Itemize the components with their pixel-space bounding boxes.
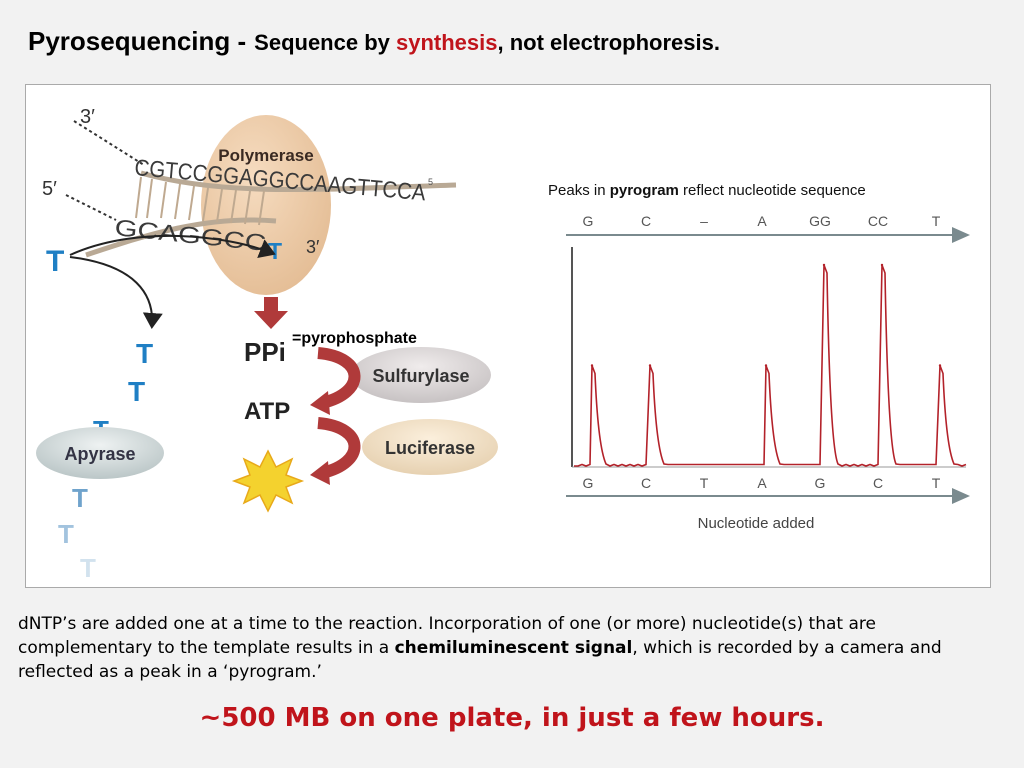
description-prefix: dNTP’s are added one at a time to the re…	[18, 614, 876, 658]
top-axis-label: CC	[868, 213, 888, 229]
sulfurylase-label: Sulfurylase	[372, 366, 469, 386]
five-prime-label: 5′	[42, 178, 57, 200]
strand-dashes-top	[73, 120, 145, 166]
unincorporated-t-2: T	[128, 376, 145, 407]
description-bold: chemiluminescent signal	[394, 638, 633, 658]
light-burst-icon	[231, 449, 305, 513]
incorporated-base: T	[268, 238, 282, 264]
degraded-t-1: T	[72, 483, 88, 513]
polymerase-label: Polymerase	[218, 146, 313, 165]
pyrogram-peak	[880, 263, 884, 267]
figure-panel: Polymerase 3′ 5′ CGTCCGGAGGCCAAGTTCCA 5 …	[25, 84, 991, 588]
three-prime-top-label: 3′	[80, 106, 95, 128]
sulfurylase-arrow	[317, 347, 361, 409]
bottom-axis-label: G	[583, 475, 594, 491]
polymerase-shape	[201, 115, 331, 295]
figure-svg: Polymerase 3′ 5′ CGTCCGGAGGCCAAGTTCCA 5 …	[36, 106, 970, 583]
top-axis-label: –	[700, 213, 708, 229]
incoming-nucleotide-group: T	[46, 234, 276, 329]
base-pair-rungs	[135, 176, 265, 226]
apyrase-shape	[36, 427, 164, 479]
incorporation-arrow	[69, 234, 276, 258]
title-sub-highlight: synthesis	[396, 30, 498, 55]
strand-dashes-bottom	[65, 194, 117, 221]
ppi-note: =pyrophosphate	[292, 330, 417, 347]
top-axis-label: GG	[809, 213, 831, 229]
pyrogram-caption-suffix: reflect nucleotide sequence	[679, 182, 866, 199]
sulfurylase-shape	[351, 347, 491, 403]
title-main: Pyrosequencing -	[28, 26, 247, 56]
luciferase-label: Luciferase	[385, 438, 475, 458]
dna-backbone-synthesized	[85, 217, 277, 258]
ppi-label: PPi	[244, 337, 286, 367]
atp-label: ATP	[244, 398, 290, 425]
pyrogram-caption: Peaks in pyrogram reflect nucleotide seq…	[548, 182, 866, 199]
template-tail-mark: 5	[428, 177, 433, 187]
apyrase-label: Apyrase	[64, 444, 135, 464]
pyrogram-caption-prefix: Peaks in	[548, 182, 610, 199]
pyrogram-line	[574, 264, 967, 467]
pyrogram-caption-bold: pyrogram	[610, 182, 679, 199]
polymerase-complex: Polymerase 3′ 5′ CGTCCGGAGGCCAAGTTCCA 5 …	[42, 106, 457, 295]
top-axis-label: A	[757, 213, 767, 229]
ppi-release-arrow	[254, 297, 288, 329]
top-axis-label: T	[932, 213, 941, 229]
luciferase-arrow	[317, 417, 361, 479]
luciferase-shape	[362, 419, 498, 475]
excess-arrow	[69, 256, 163, 329]
bottom-axis-label: T	[700, 475, 709, 491]
description-suffix: , which is recorded by a camera and refl…	[18, 638, 942, 682]
pyrogram-trace	[574, 263, 967, 467]
unincorporated-t-1: T	[136, 338, 153, 369]
degraded-t-3: T	[80, 553, 96, 583]
bottom-axis-label: T	[932, 475, 941, 491]
pyrogram-peak	[938, 364, 942, 367]
pyrogram-peak	[648, 364, 652, 367]
title-sub-suffix: , not electrophoresis.	[497, 30, 721, 55]
pyrogram-peak	[590, 364, 594, 367]
bottom-axis-label: G	[815, 475, 826, 491]
description-paragraph: dNTP’s are added one at a time to the re…	[18, 612, 1008, 684]
three-prime-bottom-label: 3′	[306, 237, 320, 257]
apyrase-enzyme: Apyrase	[36, 427, 164, 479]
bottom-axis-label: A	[757, 475, 767, 491]
tagline: ~500 MB on one plate, in just a few hour…	[199, 703, 825, 733]
incoming-nucleotide: T	[46, 245, 64, 278]
bottom-axis-label: C	[873, 475, 883, 491]
slide-title: Pyrosequencing - Sequence by synthesis, n…	[28, 26, 720, 57]
pyrogram-peak	[822, 263, 826, 267]
title-sub-prefix: Sequence by	[254, 30, 396, 55]
sulfurylase-arrowhead	[310, 391, 330, 415]
pyrogram: Peaks in pyrogram reflect nucleotide seq…	[548, 182, 970, 532]
bottom-axis-label: C	[641, 475, 651, 491]
luciferase-arrowhead	[310, 461, 330, 485]
reaction-chain: PPi =pyrophosphate Sulfurylase ATP Lucif…	[231, 297, 498, 513]
top-axis-label: G	[583, 213, 594, 229]
x-axis-title: Nucleotide added	[698, 515, 815, 532]
title-subtitle: Sequence by synthesis, not electrophores…	[254, 30, 720, 55]
pyrogram-peak	[764, 364, 768, 367]
top-axis-label: C	[641, 213, 651, 229]
top-axis-labels: G C – A GG CC T	[583, 213, 941, 229]
dna-backbone-template	[140, 170, 457, 193]
degraded-t-2: T	[58, 519, 74, 549]
